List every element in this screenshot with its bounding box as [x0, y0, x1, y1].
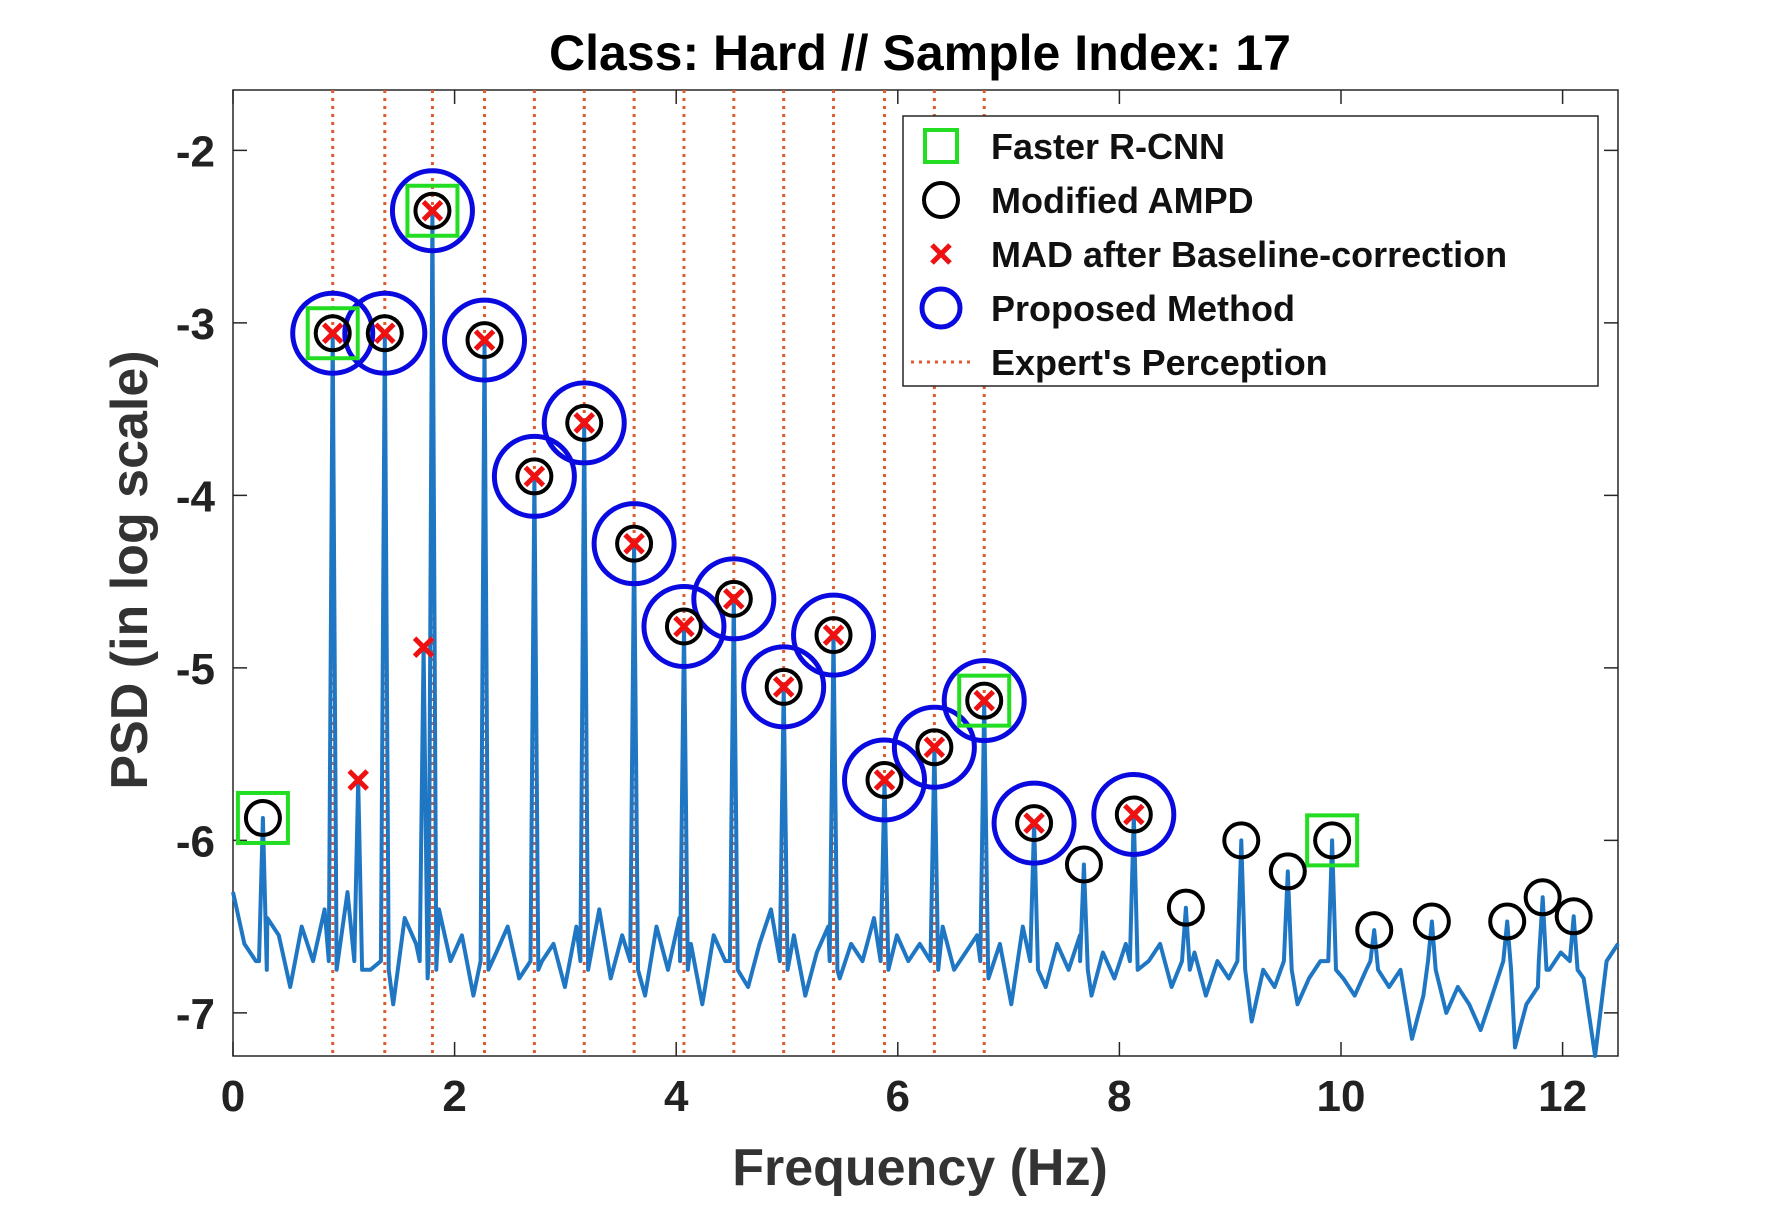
proposed-method-marker [891, 704, 977, 790]
proposed-method-marker [389, 168, 475, 254]
proposed-method-marker [342, 290, 428, 376]
modified-ampd-marker [1114, 795, 1153, 834]
modified-ampd-marker [1268, 852, 1307, 891]
x-tick-label: 0 [221, 1072, 245, 1121]
modified-ampd-marker [1554, 897, 1593, 936]
modified-ampd-marker [1015, 804, 1054, 843]
proposed-method-marker [541, 380, 627, 466]
faster-rcnn-marker [305, 306, 360, 361]
legend: Faster R-CNN Modified AMPD MAD after Basel… [902, 115, 1599, 387]
mad-marker [673, 615, 695, 638]
proposed-method-marker [941, 658, 1027, 744]
proposed-method-marker [442, 297, 528, 383]
proposed-method-marker [491, 433, 577, 519]
x-tick-label: 12 [1538, 1072, 1587, 1121]
faster-rcnn-marker [405, 183, 460, 238]
mad-marker [347, 769, 369, 791]
faster-rcnn-marker [1305, 813, 1360, 868]
modified-ampd-marker [243, 798, 282, 837]
legend-proposed-symbol [919, 286, 963, 330]
modified-ampd-marker [764, 667, 803, 706]
legend-label: MAD after Baseline-correction [991, 234, 1507, 275]
modified-ampd-marker [1488, 902, 1527, 941]
legend-label: Expert's Perception [991, 342, 1328, 383]
mad-marker [822, 624, 845, 646]
modified-ampd-marker [615, 524, 654, 563]
proposed-method-marker [691, 556, 777, 642]
modified-ampd-marker [413, 191, 452, 230]
x-tick-label: 8 [1107, 1072, 1131, 1121]
mad-marker [1123, 803, 1145, 826]
legend-label: Modified AMPD [991, 180, 1254, 221]
modified-ampd-marker [1064, 845, 1103, 884]
chart-title: Class: Hard // Sample Index: 17 [549, 25, 1291, 81]
modified-ampd-marker [1313, 821, 1352, 860]
modified-ampd-marker [965, 681, 1004, 720]
proposed-method-marker [591, 501, 677, 587]
proposed-method-marker [842, 737, 928, 823]
modified-ampd-marker [714, 579, 753, 618]
modified-ampd-marker [515, 457, 554, 496]
proposed-method-marker [290, 290, 376, 376]
modified-ampd-marker [465, 321, 504, 360]
mad-marker [412, 636, 435, 658]
y-tick-label: -7 [176, 990, 215, 1039]
proposed-method-marker [791, 592, 877, 678]
x-tick-label: 6 [886, 1072, 910, 1121]
modified-ampd-marker [565, 403, 604, 442]
y-axis-label: PSD (in log scale) [101, 350, 159, 789]
mad-marker [723, 588, 745, 610]
modified-ampd-marker [915, 728, 954, 767]
mad-marker [772, 676, 795, 698]
proposed-method-marker [1091, 772, 1177, 857]
y-tick-label: -5 [176, 645, 215, 694]
x-tick-label: 2 [442, 1072, 466, 1121]
legend-mad-symbol [930, 243, 952, 265]
legend-modified-ampd-symbol [922, 181, 960, 219]
modified-ampd-marker [1355, 911, 1394, 950]
modified-ampd-marker [814, 616, 853, 655]
modified-ampd-marker [1412, 902, 1451, 941]
proposed-method-marker [641, 583, 727, 669]
proposed-method-marker [741, 644, 827, 730]
modified-ampd-marker [1222, 821, 1261, 860]
modified-ampd-marker [365, 314, 404, 353]
mad-marker [1023, 812, 1045, 834]
faster-rcnn-marker [957, 673, 1012, 728]
modified-ampd-marker [865, 761, 904, 799]
legend-faster-rcnn-symbol [923, 128, 959, 164]
modified-ampd-marker [1166, 888, 1205, 927]
modified-ampd-marker [1523, 878, 1562, 917]
legend-box [902, 115, 1599, 387]
mad-marker [923, 736, 946, 758]
psd-signal-line [231, 208, 1620, 1058]
mad-marker [523, 465, 546, 488]
modified-ampd-marker [664, 607, 703, 646]
legend-label: Proposed Method [991, 288, 1295, 329]
mad-marker [623, 532, 645, 555]
x-axis-label: Frequency (Hz) [732, 1139, 1108, 1197]
legend-label: Faster R-CNN [991, 126, 1225, 167]
y-tick-label: -6 [176, 817, 215, 866]
y-tick-label: -2 [176, 127, 215, 176]
mad-marker [573, 412, 596, 434]
y-tick-label: -3 [176, 300, 215, 349]
mad-marker [321, 322, 344, 344]
mad-marker [374, 322, 396, 344]
mad-marker [873, 769, 896, 791]
mad-marker [421, 199, 444, 222]
proposed-method-marker [991, 780, 1077, 866]
x-tick-label: 10 [1317, 1072, 1366, 1121]
faster-rcnn-marker [235, 790, 290, 845]
modified-ampd-marker [313, 314, 352, 353]
mad-marker [973, 689, 995, 712]
x-tick-label: 4 [664, 1072, 689, 1121]
mad-marker [473, 329, 496, 351]
y-tick-label: -4 [176, 472, 216, 521]
